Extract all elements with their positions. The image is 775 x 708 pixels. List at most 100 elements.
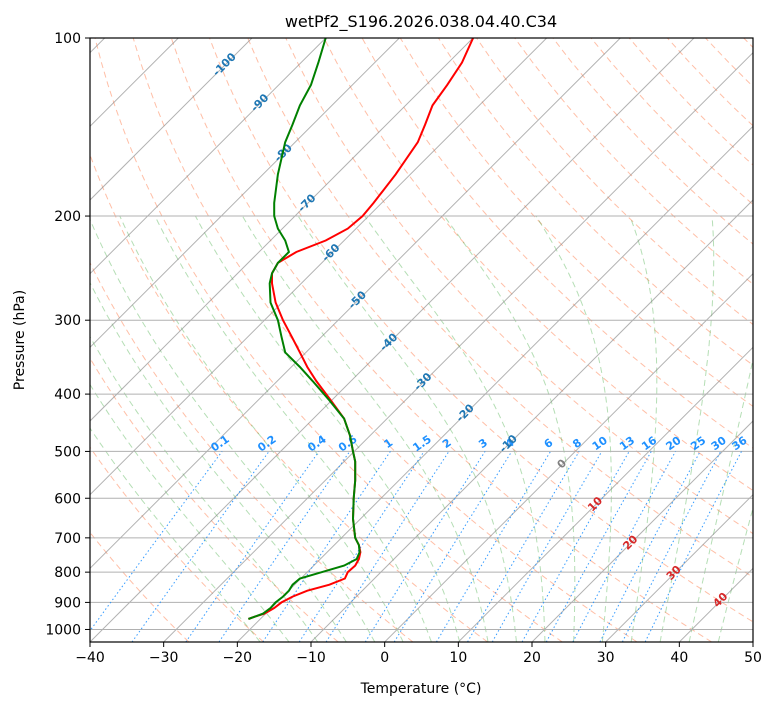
dry-adiabat-line: [90, 261, 414, 642]
temperature-profile-line: [248, 38, 475, 620]
isotherm-label: -40: [377, 330, 400, 353]
mixing-ratio-line: [218, 451, 351, 642]
pressure-gridlines: [90, 38, 753, 630]
x-tick-label: −10: [296, 650, 326, 666]
moist-adiabat-line: [90, 281, 347, 642]
dry-adiabat-line: [285, 38, 753, 535]
axis-ticks: −40 −30 −20 −10 0 10 20 30 40 50 1000 900 800 700 600 5…: [45, 31, 762, 666]
isotherm-line: [90, 38, 695, 642]
mixing-ratio-line: [435, 451, 552, 642]
isotherm-line: [457, 346, 753, 642]
mixing-ratio-label: 20: [664, 434, 684, 454]
warm-isotherm-label: 10: [585, 494, 605, 514]
isotherm-line: [605, 493, 753, 642]
isotherm-line: [384, 272, 753, 642]
dry-adiabat-line: [90, 531, 190, 642]
x-tick-label: −20: [223, 650, 253, 666]
moist-adiabat-line: [659, 215, 715, 642]
isotherm-label: -20: [454, 401, 477, 424]
x-tick-label: −30: [149, 650, 179, 666]
chart-title: wetPf2_S196.2026.038.04.40.C34: [285, 12, 557, 32]
y-tick-label: 300: [54, 313, 81, 329]
dry-adiabat-line: [247, 38, 753, 578]
x-tick-label: −40: [75, 650, 105, 666]
isotherm-line: [236, 125, 753, 642]
dry-adiabat-line: [667, 38, 753, 127]
dry-adiabat-line: [132, 38, 638, 642]
x-tick-label: 0: [380, 650, 389, 666]
mixing-ratio-label: 25: [688, 434, 708, 453]
mixing-ratio-line: [644, 451, 742, 642]
mixing-ratio-label: 13: [617, 434, 637, 453]
moist-adiabat-line: [90, 427, 261, 642]
mixing-ratio-line: [521, 451, 630, 642]
dry-adiabat-line: [94, 38, 563, 642]
mixing-ratio-line: [131, 451, 270, 642]
mixing-ratio-line: [325, 451, 450, 642]
isotherm-label: -30: [411, 370, 434, 393]
mixing-ratio-line: [185, 451, 320, 642]
isotherm-line: [163, 51, 753, 642]
isotherm-line: [90, 38, 621, 570]
warm-isotherm-label: 40: [710, 590, 730, 610]
y-tick-label: 1000: [45, 622, 81, 638]
mixing-ratio-line: [90, 451, 223, 632]
dewpoint-profile-line: [248, 38, 361, 620]
mixing-ratio-label: 6: [542, 436, 556, 451]
mixing-ratio-line: [364, 451, 486, 642]
dry-adiabat-line: [209, 38, 753, 623]
isotherm-line: [90, 38, 253, 201]
isotherm-line: [531, 420, 753, 642]
moist-adiabat-line: [119, 215, 404, 642]
y-tick-label: 200: [54, 209, 81, 225]
y-tick-label: 800: [54, 565, 81, 581]
moist-adiabat-line: [90, 218, 376, 642]
isotherm-line: [90, 38, 548, 496]
mixing-ratio-label: 8: [570, 436, 584, 451]
isotherm-line: [90, 38, 400, 349]
mixing-ratio-lines: [90, 451, 742, 642]
dry-adiabat-line: [437, 38, 753, 366]
isotherm-line: [90, 38, 474, 422]
x-tick-label: 40: [670, 650, 688, 666]
moist-adiabats: [90, 215, 753, 642]
x-tick-label: 10: [449, 650, 467, 666]
moist-adiabat-line: [297, 215, 517, 642]
x-tick-label: 20: [523, 650, 541, 666]
isotherm-label: -60: [319, 241, 342, 264]
isotherm-label: -70: [295, 191, 318, 214]
y-axis-label: Pressure (hPa): [12, 290, 28, 390]
y-tick-label: 700: [54, 531, 81, 547]
x-tick-label: 30: [597, 650, 615, 666]
dry-adiabat-line: [476, 38, 753, 326]
moist-adiabat-line: [364, 215, 546, 642]
dry-adiabat-line: [170, 38, 712, 642]
y-tick-label: 900: [54, 595, 81, 611]
moist-adiabat-line: [629, 215, 658, 642]
mixing-ratio-line: [393, 451, 513, 642]
isotherm-line: [310, 199, 753, 642]
dry-adiabat-line: [743, 38, 753, 49]
moist-adiabat-line: [90, 383, 290, 642]
mixing-ratio-label: 16: [639, 434, 659, 454]
moist-adiabat-line: [535, 215, 612, 642]
x-axis-label: Temperature (°C): [360, 681, 482, 697]
mixing-ratio-label: 1: [382, 436, 396, 451]
y-tick-label: 400: [54, 387, 81, 403]
dry-adiabat-line: [323, 38, 753, 492]
sounding-profiles: [248, 38, 475, 620]
x-tick-label: 50: [744, 650, 762, 666]
isotherm-line: [678, 567, 753, 642]
moist-adiabat-line: [688, 356, 753, 642]
y-tick-label: 600: [54, 491, 81, 507]
moist-adiabat-line: [154, 215, 432, 642]
mixing-ratio-label: 36: [729, 434, 749, 454]
dry-adiabat-line: [705, 38, 753, 88]
isotherm-label: -50: [346, 288, 369, 311]
moist-adiabat-line: [443, 215, 576, 642]
mixing-ratio-label: 10: [590, 434, 610, 454]
y-tick-label: 100: [54, 31, 81, 47]
mixing-ratio-line: [262, 451, 391, 642]
dry-adiabat-line: [90, 446, 264, 642]
